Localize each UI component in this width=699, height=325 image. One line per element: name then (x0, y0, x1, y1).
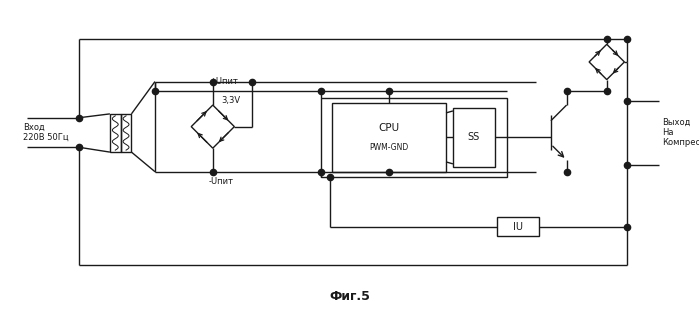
Bar (321, 98, 507, 176)
Text: Вход
220В 50Гц: Вход 220В 50Гц (22, 123, 69, 142)
Bar (121, 114, 131, 152)
Text: Фиг.5: Фиг.5 (329, 290, 370, 303)
Bar (453, 108, 495, 167)
Text: +Uпит: +Uпит (209, 77, 238, 86)
Text: Выход
На
Компрессор: Выход На Компрессор (663, 118, 699, 148)
Text: 3,3V: 3,3V (222, 96, 240, 105)
Text: IU: IU (513, 222, 523, 232)
Text: PWM-GND: PWM-GND (370, 143, 409, 152)
Bar (497, 217, 539, 236)
Bar (110, 114, 121, 152)
Text: CPU: CPU (379, 123, 400, 133)
Text: -Uпит: -Uпит (209, 176, 234, 186)
Text: SS: SS (468, 132, 480, 142)
Bar (332, 103, 446, 172)
